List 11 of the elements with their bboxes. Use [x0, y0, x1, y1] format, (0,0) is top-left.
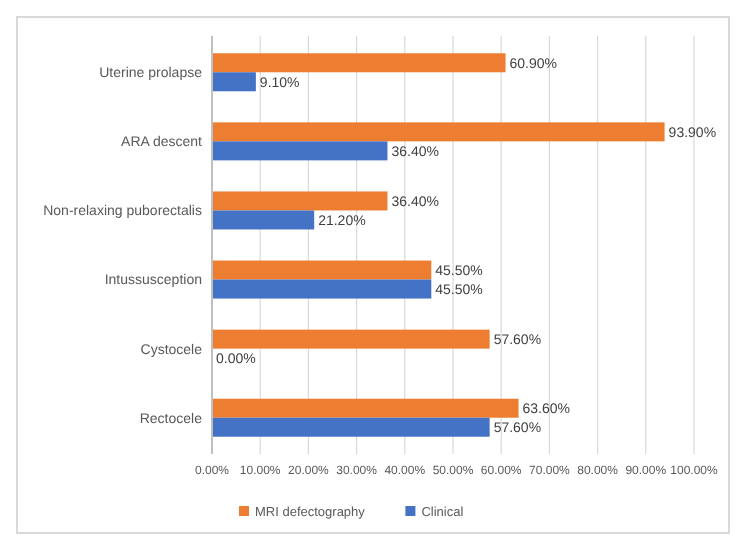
bar	[212, 329, 490, 349]
bar	[212, 417, 490, 437]
bar	[212, 260, 432, 280]
bar	[212, 398, 519, 418]
bar	[212, 191, 388, 211]
bar	[212, 122, 665, 142]
bar	[212, 53, 506, 73]
bar	[212, 279, 432, 299]
bar	[212, 72, 256, 92]
bar	[212, 210, 315, 230]
bar	[212, 141, 388, 161]
